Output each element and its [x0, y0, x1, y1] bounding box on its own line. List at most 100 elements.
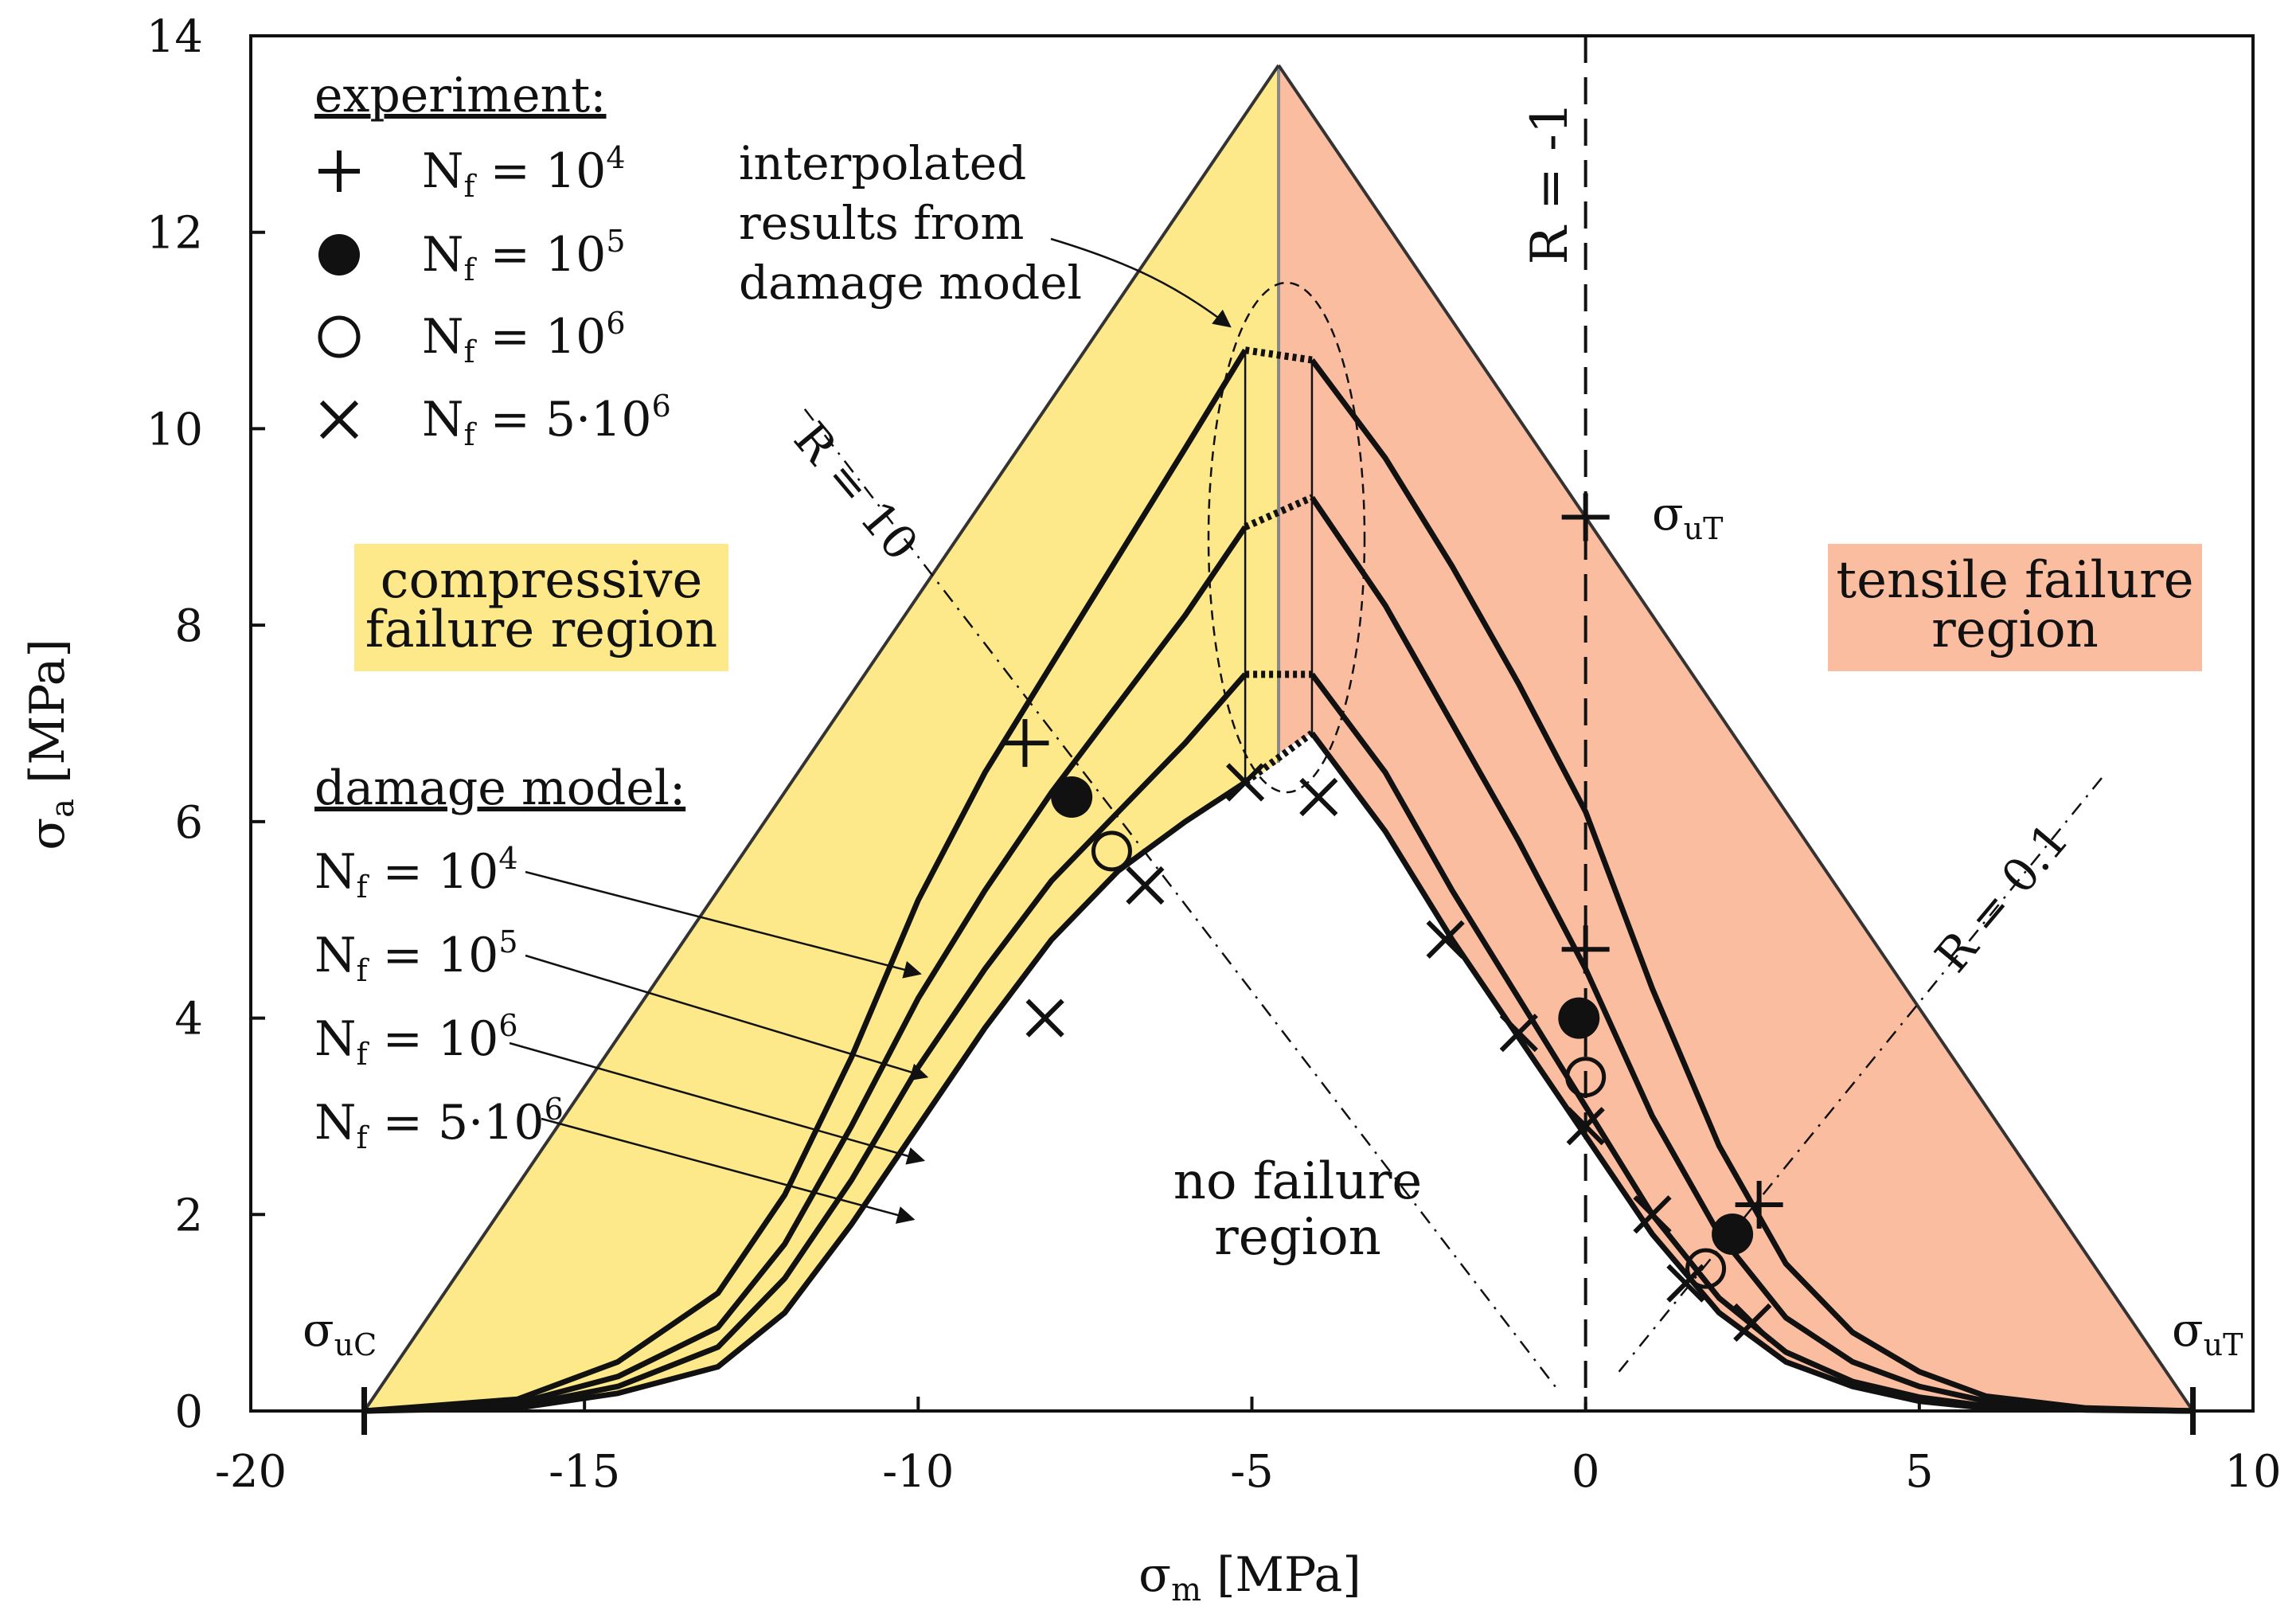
interpolated-annotation-line2: results from — [739, 196, 1024, 250]
x-tick-label: -15 — [549, 1446, 620, 1498]
experiment-point-cross-16 — [1499, 1013, 1538, 1053]
legend-filled-circle-marker — [318, 234, 360, 276]
experiment-point-plus-4 — [1735, 1180, 1783, 1229]
legend-model-arrow-2 — [525, 954, 929, 1081]
experiment-point-cross-18 — [1633, 1195, 1672, 1234]
sigma-uT-point-label: σuT — [1652, 487, 1723, 546]
filled-circle — [1558, 997, 1600, 1039]
series-left-1 — [364, 348, 1248, 1414]
experiment-point-cross-19 — [1666, 1264, 1705, 1303]
experiment-point-cross-15 — [1426, 920, 1465, 959]
cross-b — [1499, 1013, 1538, 1053]
open-circle — [1565, 1057, 1607, 1098]
filled-circle — [1051, 776, 1093, 819]
experiment-point-filled-circle-5 — [1051, 776, 1093, 819]
cross-b — [1126, 866, 1165, 905]
legend-experiment-item-1: Nf = 104 — [422, 140, 626, 204]
legend-open-circle-marker — [318, 315, 361, 358]
series-right-4 — [1310, 731, 2193, 1414]
series-right-1 — [1310, 358, 2193, 1414]
y-axis-symbol: σ — [20, 818, 76, 850]
y-tick-label: 4 — [174, 994, 203, 1045]
sigma-uT-axis-label: σuT — [2172, 1303, 2243, 1362]
no-failure-label-line2: region — [1214, 1208, 1381, 1267]
series-left-2 — [364, 525, 1248, 1414]
experiment-point-cross-11 — [1126, 866, 1165, 905]
cross-b — [1225, 763, 1265, 802]
experiment-point-open-circle-9 — [1565, 1057, 1607, 1098]
filled-circle — [1712, 1213, 1754, 1255]
experiment-point-plus-1 — [1001, 719, 1049, 768]
y-tick-label: 10 — [146, 404, 203, 455]
x-tick-label: 5 — [1905, 1446, 1934, 1498]
tensile-envelope — [1277, 64, 2195, 1413]
legend-experiment-title: experiment: — [314, 68, 607, 123]
no-failure-label-line1: no failure — [1173, 1152, 1423, 1211]
bridge-1 — [1244, 346, 1313, 364]
x-tick-label: -5 — [1230, 1446, 1274, 1498]
cross-b — [1025, 999, 1064, 1038]
x-tick-label: -20 — [215, 1446, 287, 1498]
tensile-label-line2: region — [1931, 600, 2099, 659]
r-01-line — [1618, 772, 2107, 1373]
y-axis-sub: a — [45, 799, 81, 818]
legend-model-item-2: Nf = 105 — [314, 924, 518, 988]
r-01-label: R = 0.1 — [1924, 812, 2079, 982]
experiment-point-plus-3 — [1561, 925, 1610, 974]
x-axis-symbol: σ — [1138, 1547, 1171, 1603]
x-tick-label: 0 — [1572, 1446, 1600, 1498]
experiment-point-cross-13 — [1225, 763, 1265, 802]
experiment-points — [1001, 493, 1783, 1342]
y-tick-label: 0 — [174, 1386, 203, 1438]
cross-b — [1426, 920, 1465, 959]
cross-b — [1299, 777, 1338, 817]
cross-b — [1733, 1303, 1772, 1342]
x-tick-label: 10 — [2224, 1446, 2281, 1498]
legend-model-item-1: Nf = 104 — [314, 841, 518, 905]
open-circle — [1685, 1248, 1727, 1289]
reference-lines — [803, 36, 2107, 1411]
y-tick-label: 6 — [174, 797, 203, 849]
interpolated-arrow — [1050, 237, 1232, 328]
y-tick-label: 12 — [146, 208, 203, 260]
experiment-point-cross-20 — [1733, 1303, 1772, 1342]
series-left-3 — [364, 672, 1248, 1414]
experiment-point-filled-circle-6 — [1558, 997, 1600, 1039]
experiment-point-cross-17 — [1566, 1107, 1605, 1146]
legend-model-items: Nf = 104 Nf = 105 Nf = 106 Nf = 5·106 — [314, 841, 564, 1155]
compressive-label-line2: failure region — [365, 600, 717, 659]
experiment-point-plus-2 — [1561, 493, 1610, 541]
experiment-point-cross-14 — [1299, 777, 1338, 817]
tensile-label-bg — [1828, 544, 2202, 671]
tick-labels: -20 -15 -10 -5 0 5 10 0 2 4 6 8 10 12 14 — [146, 11, 2282, 1498]
y-tick-label: 14 — [146, 11, 203, 63]
legend-model-arrows — [509, 870, 929, 1224]
open-circle — [1091, 830, 1132, 872]
series-left-4 — [364, 780, 1248, 1414]
legend-experiment-items: Nf = 104 Nf = 105 Nf = 106 Nf = 5·106 — [318, 140, 671, 452]
r-10-label: R = 10 — [783, 412, 929, 571]
x-axis-sub: m — [1171, 1572, 1201, 1608]
interpolated-annotation-line3: damage model — [739, 256, 1082, 310]
experiment-point-cross-12 — [1025, 999, 1064, 1038]
legend-plus-marker — [318, 150, 360, 192]
y-tick-label: 2 — [174, 1190, 203, 1241]
interpolation-bridges — [1243, 346, 1314, 786]
tensile-label-line1: tensile failure — [1836, 551, 2193, 610]
legend-experiment-item-3: Nf = 106 — [422, 306, 626, 369]
x-axis-label: σm [MPa] — [1138, 1547, 1361, 1608]
legend-cross-marker — [319, 400, 359, 440]
r-minus1-label: R = -1 — [1521, 102, 1579, 265]
sigma-uC-label: σuC — [303, 1303, 377, 1362]
interpolated-annotation-line1: interpolated — [739, 136, 1026, 190]
cross-b — [1633, 1195, 1672, 1234]
x-tick-label: -10 — [882, 1446, 954, 1498]
legend-experiment-item-2: Nf = 105 — [422, 224, 626, 287]
legend-model-item-4: Nf = 5·106 — [314, 1092, 564, 1155]
bridge-4 — [1243, 730, 1314, 786]
legend-model-arrow-1 — [525, 870, 922, 979]
y-axis-unit: [MPa] — [20, 639, 76, 784]
legend-model-title: damage model: — [314, 760, 685, 816]
r-10-line — [803, 408, 1560, 1393]
